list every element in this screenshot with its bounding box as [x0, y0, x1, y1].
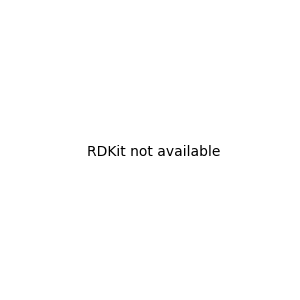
Text: RDKit not available: RDKit not available: [87, 145, 220, 158]
